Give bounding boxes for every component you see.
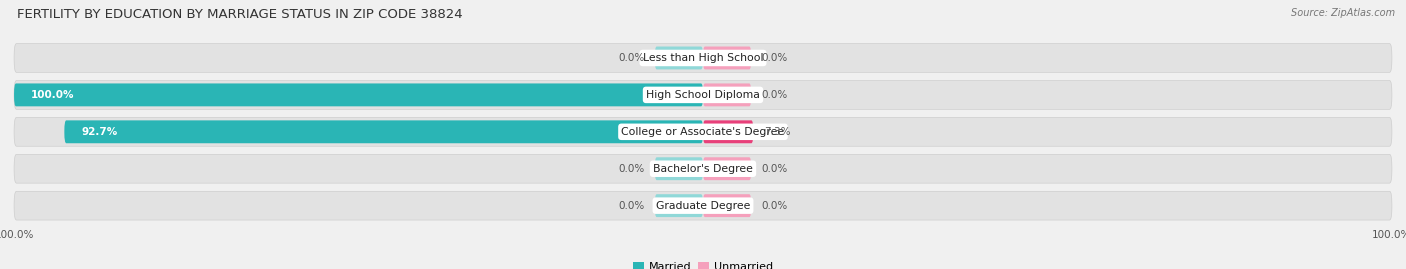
Text: Graduate Degree: Graduate Degree xyxy=(655,201,751,211)
FancyBboxPatch shape xyxy=(14,44,1392,72)
Text: 100.0%: 100.0% xyxy=(31,90,75,100)
Text: FERTILITY BY EDUCATION BY MARRIAGE STATUS IN ZIP CODE 38824: FERTILITY BY EDUCATION BY MARRIAGE STATU… xyxy=(17,8,463,21)
Text: 92.7%: 92.7% xyxy=(82,127,118,137)
Text: Less than High School: Less than High School xyxy=(643,53,763,63)
FancyBboxPatch shape xyxy=(14,191,1392,220)
FancyBboxPatch shape xyxy=(655,194,703,217)
Text: 0.0%: 0.0% xyxy=(619,164,644,174)
Text: Source: ZipAtlas.com: Source: ZipAtlas.com xyxy=(1291,8,1395,18)
FancyBboxPatch shape xyxy=(14,83,703,106)
Text: 0.0%: 0.0% xyxy=(619,201,644,211)
FancyBboxPatch shape xyxy=(655,47,703,69)
Text: College or Associate's Degree: College or Associate's Degree xyxy=(621,127,785,137)
Text: 0.0%: 0.0% xyxy=(762,90,787,100)
Text: 0.0%: 0.0% xyxy=(762,164,787,174)
Legend: Married, Unmarried: Married, Unmarried xyxy=(628,258,778,269)
FancyBboxPatch shape xyxy=(703,83,751,106)
FancyBboxPatch shape xyxy=(703,194,751,217)
FancyBboxPatch shape xyxy=(703,157,751,180)
Text: High School Diploma: High School Diploma xyxy=(647,90,759,100)
FancyBboxPatch shape xyxy=(14,117,1392,146)
FancyBboxPatch shape xyxy=(655,157,703,180)
Text: Bachelor's Degree: Bachelor's Degree xyxy=(652,164,754,174)
Text: 0.0%: 0.0% xyxy=(762,201,787,211)
Text: 7.3%: 7.3% xyxy=(763,127,790,137)
FancyBboxPatch shape xyxy=(703,120,754,143)
FancyBboxPatch shape xyxy=(65,120,703,143)
FancyBboxPatch shape xyxy=(14,80,1392,109)
FancyBboxPatch shape xyxy=(703,47,751,69)
FancyBboxPatch shape xyxy=(14,154,1392,183)
Text: 0.0%: 0.0% xyxy=(619,53,644,63)
Text: 0.0%: 0.0% xyxy=(762,53,787,63)
